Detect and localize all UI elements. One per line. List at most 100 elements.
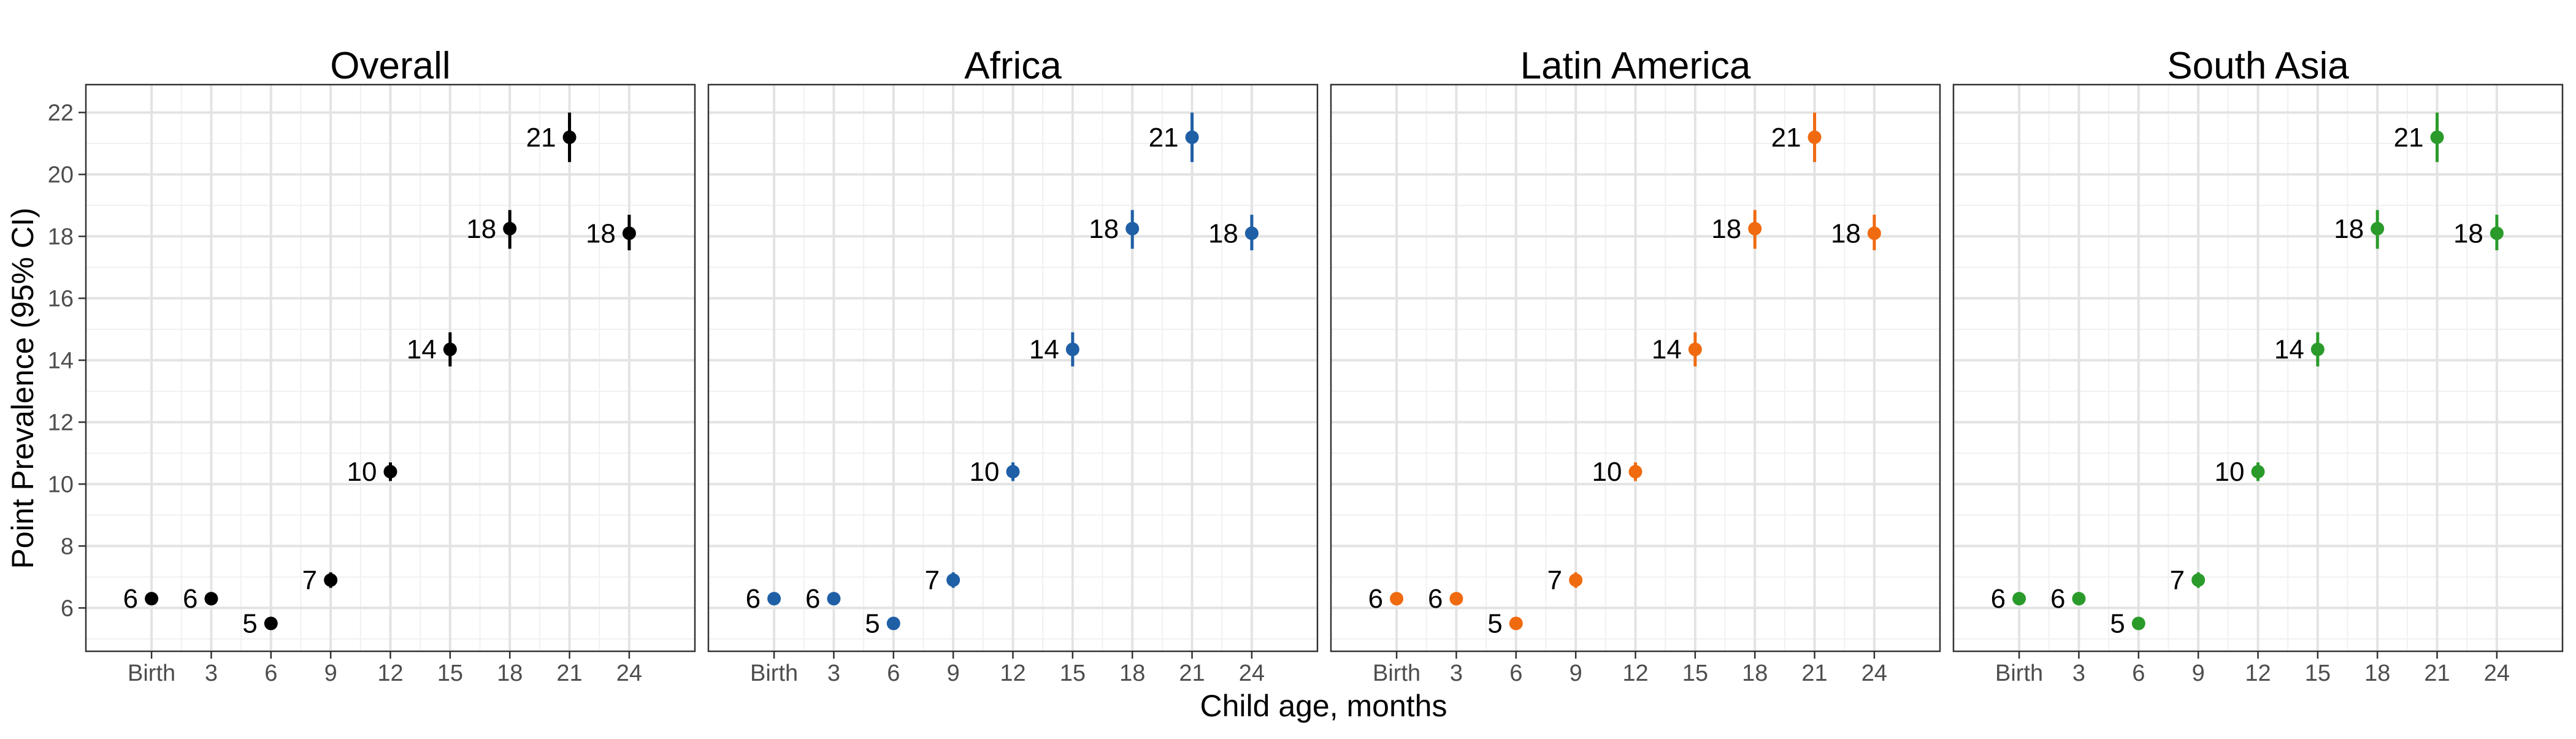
x-axis-title: Child age, months: [1200, 689, 1447, 723]
data-label: 5: [865, 609, 880, 639]
data-label: 18: [466, 214, 496, 244]
data-point: [145, 592, 159, 606]
data-point: [1244, 226, 1259, 240]
data-point: [1867, 226, 1881, 240]
data-point: [1628, 465, 1643, 479]
data-label: 5: [1487, 609, 1502, 639]
data-label: 6: [2050, 584, 2065, 614]
x-tick-label: 6: [887, 661, 900, 686]
data-label: 10: [1592, 457, 1622, 487]
x-tick-label: 18: [2364, 661, 2390, 686]
x-tick-label: Birth: [128, 661, 175, 686]
data-point: [264, 616, 278, 630]
data-point: [2191, 573, 2206, 587]
x-tick-label: Birth: [750, 661, 798, 686]
data-label: 10: [347, 457, 377, 487]
x-tick-label: Birth: [1995, 661, 2043, 686]
panels: Overall Birth 3 6 9 12 15 18 21 24 6 8 10 12 14 16 18 20 2…: [48, 45, 2564, 686]
data-label: 10: [2215, 457, 2245, 487]
x-tick-label: 21: [1801, 661, 1827, 686]
x-tick-label: 15: [2305, 661, 2331, 686]
data-point: [2251, 465, 2265, 479]
data-point: [946, 573, 960, 587]
data-point: [1509, 616, 1523, 630]
panel-title: Africa: [964, 45, 1062, 87]
panel-title: South Asia: [2167, 45, 2349, 87]
panel-title: Overall: [330, 45, 450, 87]
data-point: [1807, 130, 1822, 144]
data-label: 6: [1368, 584, 1383, 614]
y-tick-label: 14: [48, 348, 74, 373]
data-label: 18: [1089, 214, 1119, 244]
data-point: [1125, 221, 1140, 235]
x-tick-label: 21: [2424, 661, 2450, 686]
y-tick-label: 12: [48, 410, 74, 435]
data-label: 21: [2394, 123, 2424, 153]
data-label: 18: [1208, 218, 1238, 248]
data-label: 14: [407, 335, 437, 365]
x-tick-label: 9: [324, 661, 337, 686]
data-point: [622, 226, 636, 240]
data-point: [2371, 221, 2385, 235]
data-point: [2072, 592, 2086, 606]
x-tick-label: 24: [2484, 661, 2510, 686]
data-label: 6: [746, 584, 761, 614]
x-tick-label: 18: [1119, 661, 1145, 686]
y-tick-label: 22: [48, 100, 74, 126]
data-point: [1065, 342, 1079, 356]
x-tick-label: 24: [616, 661, 642, 686]
x-tick-label: 21: [1179, 661, 1205, 686]
data-label: 18: [586, 218, 616, 248]
data-label: 6: [1428, 584, 1443, 614]
data-point: [2430, 130, 2444, 144]
data-label: 14: [1652, 335, 1682, 365]
x-tick-label: 24: [1861, 661, 1887, 686]
data-label: 21: [1771, 123, 1801, 153]
data-point: [1569, 573, 1583, 587]
x-tick-label: 18: [497, 661, 523, 686]
x-tick-label: 15: [1060, 661, 1086, 686]
data-label: 14: [1029, 335, 1059, 365]
data-label: 7: [302, 565, 317, 595]
y-tick-label: 6: [61, 595, 74, 621]
data-label: 21: [526, 123, 556, 153]
x-tick-label: 3: [2072, 661, 2085, 686]
panel-title: Latin America: [1520, 45, 1751, 87]
data-point: [1185, 130, 1199, 144]
data-label: 18: [1711, 214, 1741, 244]
data-label: 7: [2170, 565, 2185, 595]
data-label: 6: [183, 584, 197, 614]
data-point: [324, 573, 338, 587]
x-tick-label: 9: [1570, 661, 1582, 686]
data-label: 14: [2274, 335, 2304, 365]
y-axis-title: Point Prevalence (95% CI): [6, 207, 40, 569]
x-tick-label: 3: [205, 661, 218, 686]
data-label: 18: [2334, 214, 2364, 244]
data-label: 5: [242, 609, 257, 639]
x-tick-label: 18: [1742, 661, 1768, 686]
x-tick-label: 3: [1450, 661, 1463, 686]
x-tick-label: 9: [947, 661, 960, 686]
x-tick-label: 6: [264, 661, 277, 686]
x-tick-label: 21: [556, 661, 582, 686]
data-point: [2131, 616, 2145, 630]
data-point: [1748, 221, 1762, 235]
panel-overall: Overall Birth 3 6 9 12 15 18 21 24 6 8 10 12 14 16 18 20 2…: [48, 45, 696, 686]
data-point: [383, 465, 397, 479]
y-tick-label: 10: [48, 472, 74, 497]
data-point: [2012, 592, 2026, 606]
data-label: 6: [805, 584, 820, 614]
data-label: 21: [1149, 123, 1179, 153]
data-label: 10: [970, 457, 1000, 487]
data-point: [827, 592, 841, 606]
data-point: [2490, 226, 2504, 240]
x-tick-label: 6: [2132, 661, 2145, 686]
y-tick-label: 16: [48, 286, 74, 312]
x-tick-label: 12: [2245, 661, 2271, 686]
data-label: 6: [1991, 584, 2006, 614]
data-point: [204, 592, 218, 606]
